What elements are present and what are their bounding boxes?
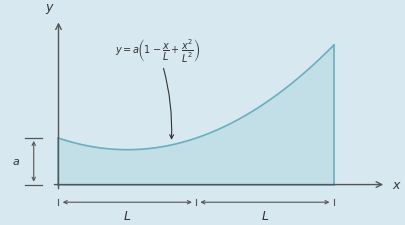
Text: $y$: $y$ [45,2,55,16]
Text: $x$: $x$ [390,178,401,191]
Text: $y = a\!\left(1-\dfrac{x}{L}+\dfrac{x^2}{L^2}\right)$: $y = a\!\left(1-\dfrac{x}{L}+\dfrac{x^2}… [115,37,200,139]
Text: $L$: $L$ [123,209,131,222]
Text: $L$: $L$ [260,209,269,222]
Text: $a$: $a$ [12,157,20,166]
Polygon shape [58,46,333,185]
